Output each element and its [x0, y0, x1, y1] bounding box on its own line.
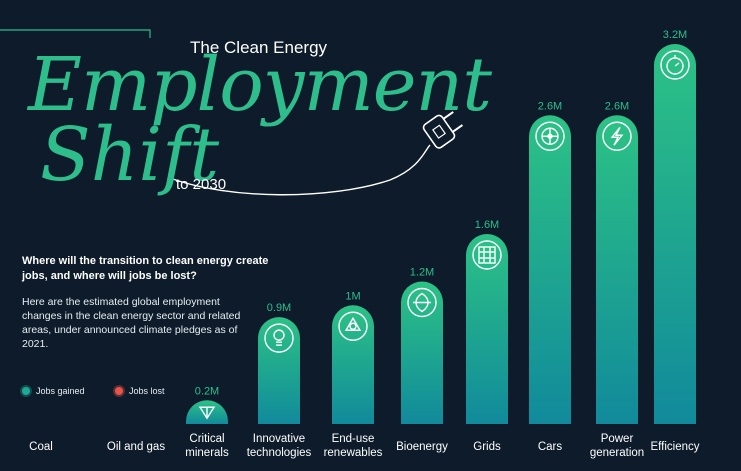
bars-layer: Coal Oil and gas 0.2M Critical minerals 0.9M I… [29, 29, 700, 459]
category-label-3: Innovative technologies [247, 433, 312, 459]
bar-3 [258, 317, 300, 424]
bar-5 [401, 281, 443, 424]
category-label-1: Oil and gas [107, 441, 165, 453]
lightning-icon [602, 121, 632, 151]
category-label-7: Cars [538, 441, 563, 453]
data-label-3: 0.9M [267, 302, 291, 314]
grid-panel-icon [472, 240, 502, 270]
bar-7 [529, 115, 571, 424]
frame-line [0, 29, 151, 38]
leaf-circle-icon [407, 287, 437, 318]
legend-gained: Jobs gained [22, 386, 85, 396]
plug-cable [169, 144, 431, 196]
data-label-7: 2.6M [538, 100, 562, 112]
post-title: to 2030 [176, 176, 227, 193]
clock-icon [660, 50, 690, 80]
data-label-2: 0.2M [195, 385, 219, 397]
lightbulb-icon [264, 323, 294, 353]
intro-question: Where will the transition to clean energ… [22, 255, 269, 282]
data-label-5: 1.2M [410, 267, 434, 279]
plug-icon [422, 111, 464, 149]
category-label-4: End-use renewables [324, 433, 383, 459]
legend-gained-swatch [22, 387, 30, 395]
legend-lost: Jobs lost [115, 386, 165, 396]
category-label-2: Critical minerals [185, 433, 229, 459]
legend-gained-label: Jobs gained [36, 386, 85, 396]
category-label-8: Power generation [590, 433, 644, 459]
main-title-line2: Shift [40, 112, 220, 198]
data-label-4: 1M [345, 290, 360, 302]
data-label-6: 1.6M [475, 219, 499, 231]
bar-6 [466, 234, 508, 424]
legend-lost-label: Jobs lost [129, 386, 165, 396]
bar-8 [596, 115, 638, 424]
wheel-icon [535, 121, 565, 151]
data-label-9: 3.2M [663, 29, 687, 41]
category-label-5: Bioenergy [396, 441, 448, 453]
main-title-line1: Employment [28, 42, 492, 128]
legend-lost-swatch [115, 387, 123, 395]
bar-9 [654, 44, 696, 425]
data-label-8: 2.6M [605, 100, 629, 112]
category-label-6: Grids [473, 441, 501, 453]
intro-description: Here are the estimated global employment… [22, 296, 241, 350]
pre-title: The Clean Energy [190, 38, 328, 57]
pickaxe-icon [198, 406, 216, 420]
recycle-icon [338, 311, 368, 341]
category-label-0: Coal [29, 441, 53, 453]
category-label-9: Efficiency [650, 441, 699, 453]
